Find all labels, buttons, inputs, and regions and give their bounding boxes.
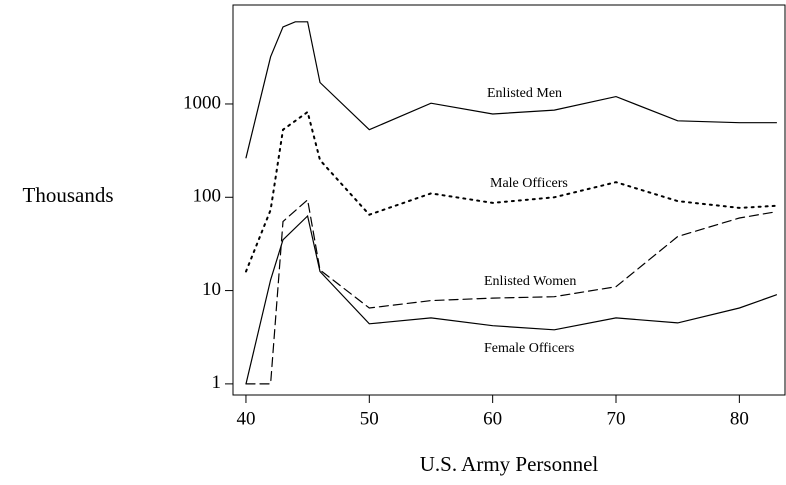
y-tick-label: 1000 <box>183 92 221 113</box>
series-label: Male Officers <box>490 176 568 191</box>
y-axis-label: Thousands <box>23 183 114 207</box>
series-line <box>245 110 778 273</box>
series-label: Female Officers <box>484 341 574 356</box>
series-label: Enlisted Men <box>487 86 562 101</box>
x-tick-label: 70 <box>607 408 626 429</box>
series-line <box>245 21 778 159</box>
series-line <box>245 198 778 385</box>
y-tick-label: 100 <box>193 186 222 207</box>
x-tick-label: 60 <box>483 408 502 429</box>
x-tick-label: 80 <box>730 408 749 429</box>
x-tick-label: 40 <box>236 408 255 429</box>
y-tick-label: 10 <box>202 279 221 300</box>
x-tick-label: 50 <box>360 408 379 429</box>
plot-frame <box>232 4 786 396</box>
y-tick-label: 1 <box>212 372 222 393</box>
series-label: Enlisted Women <box>484 274 576 289</box>
x-axis-label: U.S. Army Personnel <box>420 452 599 476</box>
series-line <box>245 214 778 385</box>
